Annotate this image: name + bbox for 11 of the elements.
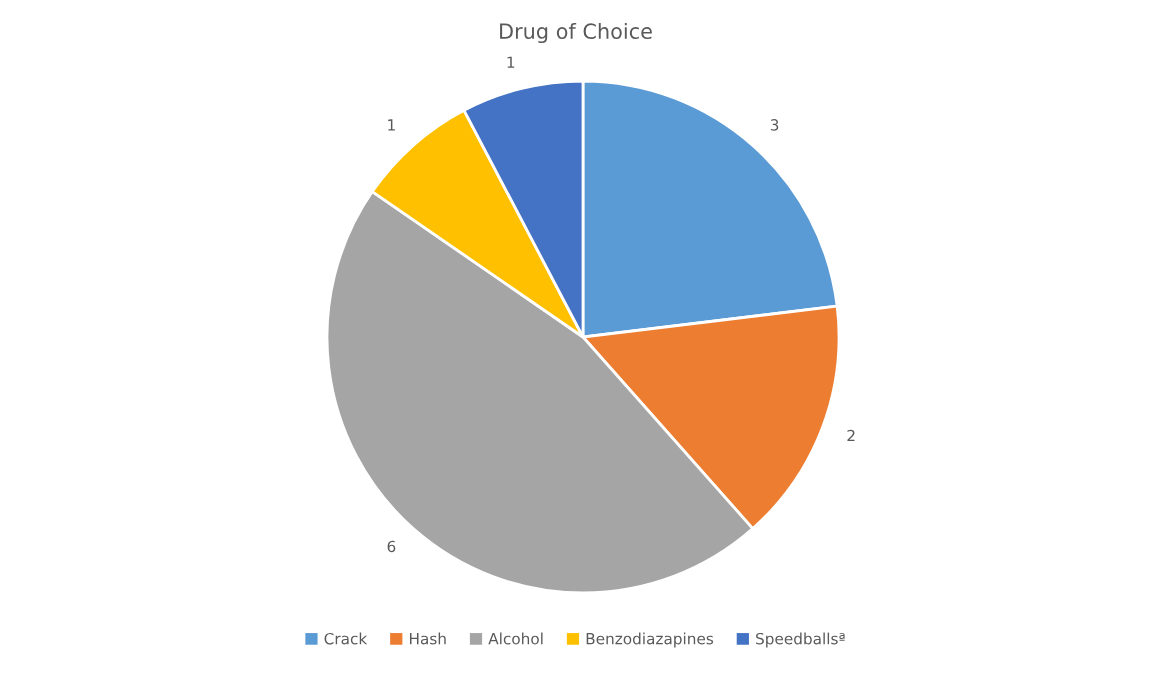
data-label: 6	[387, 540, 396, 553]
legend-label: Benzodiazapines	[586, 632, 714, 648]
legend-label: Alcohol	[488, 632, 543, 645]
data-label: 1	[507, 56, 515, 68]
data-label: 2	[847, 429, 855, 442]
data-label: 3	[770, 119, 779, 131]
legend-label: Crack	[324, 632, 368, 645]
data-label: 1	[388, 119, 395, 131]
legend-label: Hash	[409, 632, 446, 645]
legend-label: Speedballsª	[756, 632, 845, 648]
chart-title: Drug of Choice	[500, 22, 652, 44]
